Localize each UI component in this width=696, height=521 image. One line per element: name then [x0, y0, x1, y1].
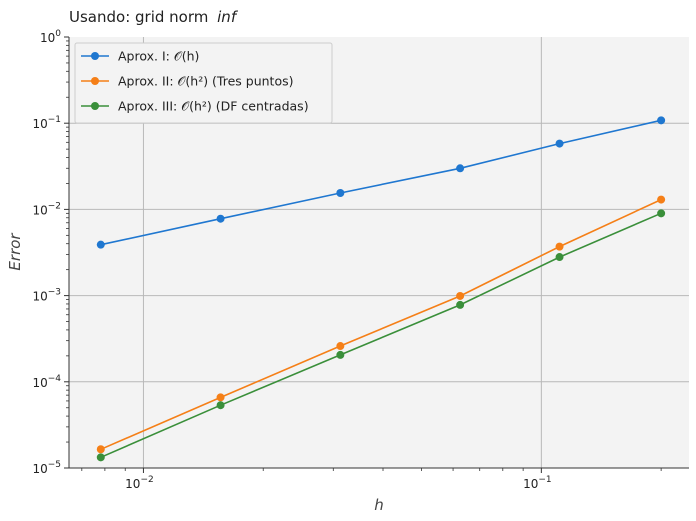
y-tick-label: 10−1 — [32, 115, 61, 131]
x-tick-label: 10−2 — [125, 475, 154, 491]
series-layer — [96, 116, 666, 462]
x-tick-exp: −2 — [140, 475, 153, 485]
x-tick-label: 10−1 — [523, 475, 552, 491]
y-axis-label: Error — [6, 233, 24, 271]
data-point — [336, 350, 345, 359]
data-point — [456, 300, 465, 309]
data-point — [336, 342, 345, 351]
chart-title-emph: inf — [217, 8, 239, 26]
chart-title-main: Usando: grid norm — [69, 8, 208, 26]
data-point — [96, 445, 105, 454]
y-tick-base: 10 — [32, 462, 47, 476]
x-axis-label: h — [374, 496, 384, 514]
data-point — [456, 164, 465, 173]
y-tick-base: 10 — [32, 376, 47, 390]
legend-label: Aprox. II: 𝒪(h²) (Tres puntos) — [118, 74, 293, 89]
y-tick-label: 10−3 — [32, 288, 61, 304]
legend-marker — [91, 102, 99, 110]
data-point — [657, 209, 666, 218]
legend: Aprox. I: 𝒪(h) Aprox. II: 𝒪(h²) (Tres pun… — [74, 42, 333, 124]
legend-box — [74, 42, 333, 124]
data-point — [336, 188, 345, 197]
y-tick-label: 100 — [40, 29, 61, 45]
series-line — [100, 198, 662, 451]
series-1 — [96, 116, 666, 249]
y-tick-base: 10 — [40, 31, 55, 45]
data-point — [555, 253, 564, 262]
data-point — [555, 242, 564, 251]
series-3 — [96, 209, 666, 462]
legend-label: Aprox. I: 𝒪(h) — [118, 49, 199, 64]
y-tick-exp: −5 — [48, 460, 61, 470]
x-tick-base: 10 — [125, 477, 140, 491]
data-point — [96, 453, 105, 462]
data-point — [657, 195, 666, 204]
data-point — [216, 401, 225, 410]
y-tick-exp: −4 — [48, 374, 62, 384]
legend-marker — [91, 77, 99, 85]
y-tick-exp: −1 — [48, 115, 61, 125]
data-point — [555, 139, 564, 148]
x-tick-labels: 10−2 10−1 — [125, 475, 551, 491]
legend-marker — [91, 52, 99, 60]
y-tick-exp: −2 — [48, 201, 61, 211]
series-2 — [96, 195, 666, 454]
data-point — [216, 214, 225, 223]
data-point — [216, 393, 225, 402]
y-tick-exp: −3 — [48, 288, 61, 298]
data-point — [657, 116, 666, 125]
y-tick-label: 10−4 — [32, 374, 61, 390]
data-point — [456, 291, 465, 300]
series-line — [100, 212, 662, 459]
y-tick-base: 10 — [32, 290, 47, 304]
y-tick-base: 10 — [32, 117, 47, 131]
x-tick-exp: −1 — [538, 475, 551, 485]
data-point — [96, 240, 105, 249]
legend-label: Aprox. III: 𝒪(h²) (DF centradas) — [118, 99, 309, 114]
y-tick-label: 10−5 — [32, 460, 61, 476]
chart-title: Usando: grid norm inf — [69, 8, 239, 26]
series-line — [100, 119, 662, 246]
y-tick-exp: 0 — [55, 29, 61, 39]
x-tick-base: 10 — [523, 477, 538, 491]
y-tick-base: 10 — [32, 203, 47, 217]
y-tick-label: 10−2 — [32, 201, 61, 217]
